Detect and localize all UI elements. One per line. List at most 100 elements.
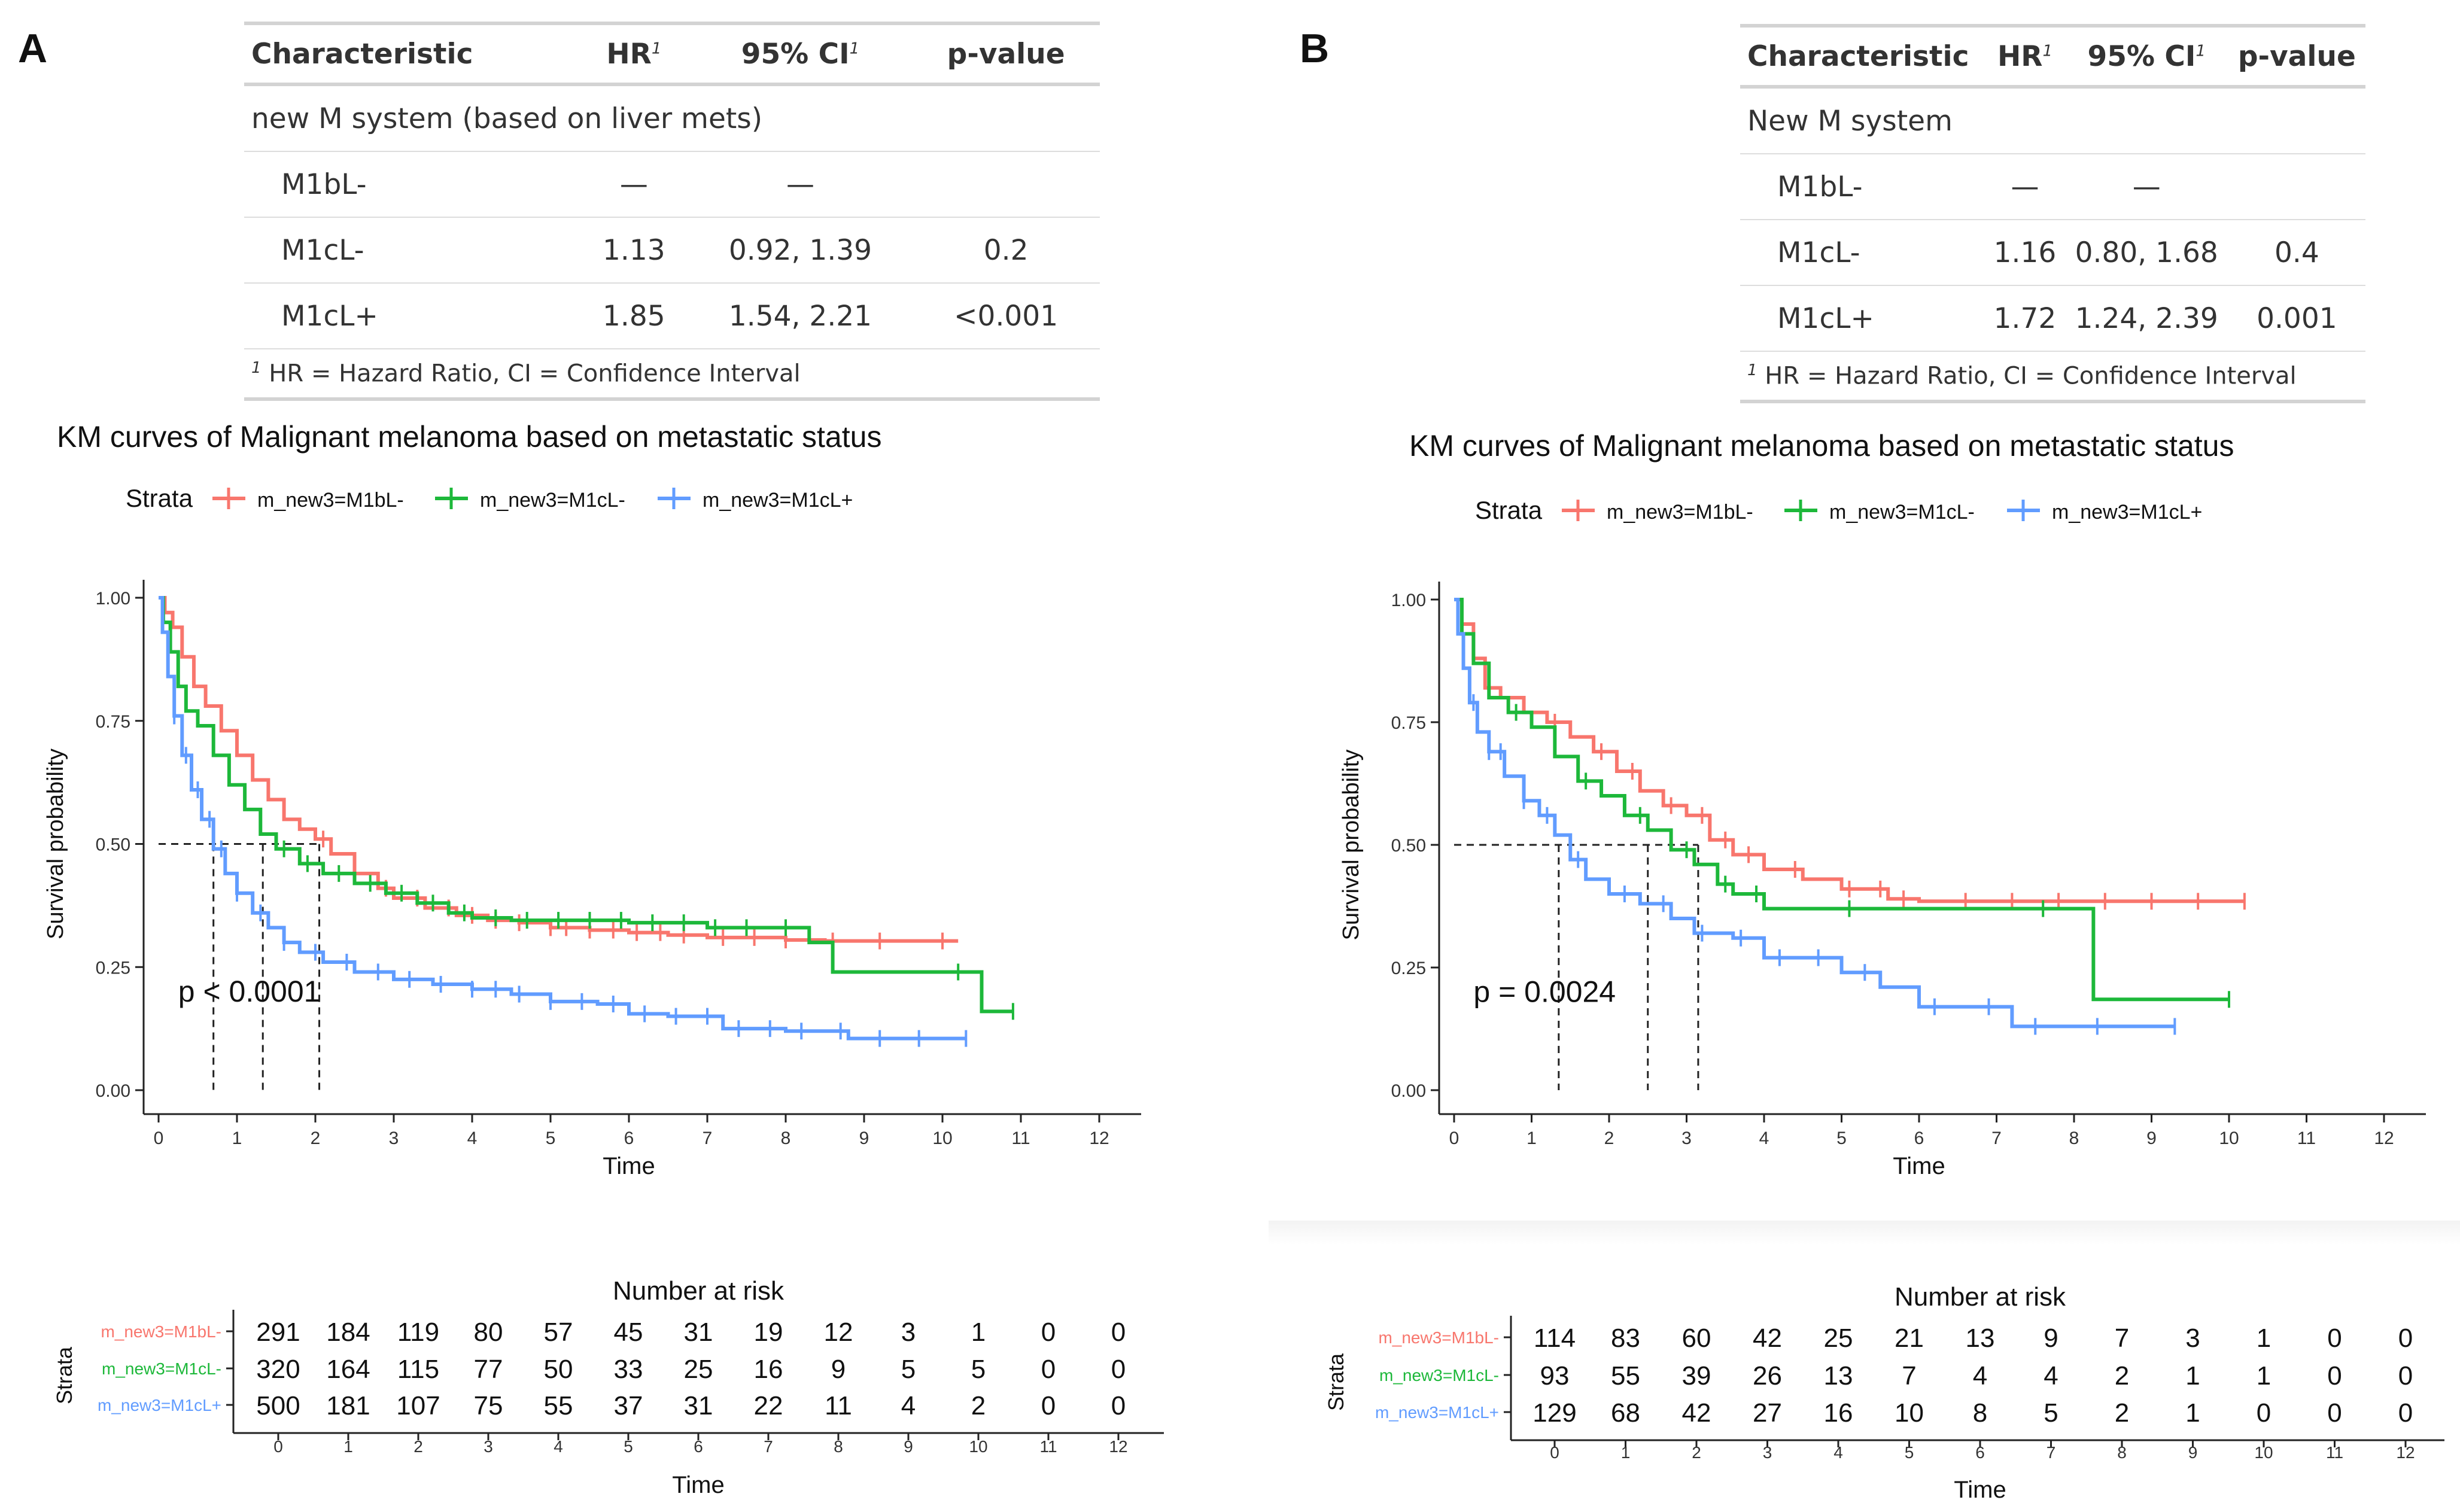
row-ci: 1.54, 2.21 (688, 283, 913, 349)
x-tick-label: 2 (1604, 1128, 1614, 1148)
legend-label: m_new3=M1cL+ (703, 489, 853, 512)
x-tick-label: 3 (389, 1128, 399, 1148)
risk-count: 1 (2257, 1324, 2271, 1353)
x-tick-label: 12 (2374, 1128, 2394, 1148)
risk-count: 16 (754, 1355, 783, 1384)
row-ci: 0.92, 1.39 (688, 217, 913, 284)
risk-count: 114 (1534, 1324, 1576, 1353)
risk-x-tick-label: 9 (2188, 1443, 2198, 1462)
x-tick-label: 4 (467, 1128, 478, 1148)
x-tick-label: 3 (1681, 1128, 1692, 1148)
legend-label: m_new3=M1cL- (1829, 501, 1975, 524)
risk-count: 5 (2044, 1398, 2058, 1428)
row-ci: 0.80, 1.68 (2064, 220, 2228, 286)
row-hr: 1.16 (1985, 220, 2065, 286)
risk-count: 12 (824, 1318, 853, 1347)
risk-table-title: Number at risk (1895, 1282, 2066, 1312)
risk-count: 9 (2044, 1324, 2058, 1353)
risk-count: 68 (1611, 1398, 1640, 1428)
x-tick-label: 7 (1991, 1128, 2002, 1148)
risk-count: 93 (1540, 1361, 1570, 1391)
risk-x-tick-label: 1 (343, 1437, 353, 1456)
header-characteristic: Characteristic (1740, 24, 1985, 89)
risk-count: 75 (474, 1391, 503, 1420)
risk-count: 21 (1895, 1324, 1924, 1353)
figure-panel-b: B Characteristic HR1 95% CI1 p-value New… (1269, 0, 2460, 1512)
row-hr: 1.72 (1985, 285, 2065, 352)
risk-row-label: m_new3=M1cL+ (98, 1396, 221, 1414)
risk-x-tick-label: 1 (1621, 1443, 1631, 1462)
legend-label: m_new3=M1bL- (257, 489, 404, 512)
risk-count: 39 (1682, 1361, 1711, 1391)
risk-count: 45 (614, 1318, 643, 1347)
row-label: M1cL- (1740, 220, 1985, 286)
x-tick-label: 5 (546, 1128, 556, 1148)
risk-count: 500 (256, 1391, 300, 1420)
row-p: 0.4 (2228, 220, 2365, 286)
table-footnote: 1 HR = Hazard Ratio, CI = Confidence Int… (244, 349, 1100, 401)
row-label: M1bL- (1740, 154, 1985, 220)
x-tick-label: 5 (1836, 1128, 1847, 1148)
risk-count: 2 (2115, 1361, 2129, 1391)
risk-count: 0 (2327, 1361, 2342, 1391)
risk-count: 107 (396, 1391, 440, 1420)
header-ci: 95% CI1 (688, 22, 913, 86)
y-axis-title: Survival probability (1339, 750, 1364, 941)
risk-count: 7 (2115, 1324, 2129, 1353)
risk-count: 0 (2398, 1398, 2413, 1428)
row-p: 0.001 (2228, 285, 2365, 352)
y-tick-label: 0.25 (1391, 959, 1426, 978)
km-chart-a: KM curves of Malignant melanoma based on… (43, 420, 1164, 1498)
risk-x-tick-label: 2 (413, 1437, 423, 1456)
risk-count: 320 (256, 1355, 300, 1384)
x-tick-label: 12 (1089, 1128, 1109, 1148)
table-header-row: Characteristic HR1 95% CI1 p-value (1740, 24, 2365, 89)
survival-curve (159, 596, 959, 943)
legend-label: m_new3=M1cL- (480, 489, 625, 512)
risk-count: 42 (1753, 1324, 1782, 1353)
header-p-value: p-value (912, 22, 1100, 86)
risk-count: 1 (2185, 1398, 2200, 1428)
risk-count: 9 (831, 1355, 846, 1384)
chart-title: KM curves of Malignant melanoma based on… (57, 420, 881, 454)
risk-count: 0 (2398, 1324, 2413, 1353)
y-tick-label: 0.75 (1391, 713, 1426, 733)
legend-title: Strata (1475, 496, 1543, 524)
table-group-row: new M system (based on liver mets) (244, 84, 1100, 152)
risk-x-axis-title: Time (672, 1472, 724, 1498)
panel-letter: A (18, 26, 48, 71)
x-tick-label: 0 (1449, 1128, 1459, 1148)
risk-count: 5 (971, 1355, 986, 1384)
risk-count: 26 (1753, 1361, 1782, 1391)
risk-count: 4 (1973, 1361, 1987, 1391)
panel-letter: B (1300, 26, 1330, 71)
y-axis-title: Survival probability (43, 749, 68, 939)
x-tick-label: 1 (232, 1128, 242, 1148)
table-footnote-row: 1 HR = Hazard Ratio, CI = Confidence Int… (1740, 351, 2365, 403)
table-row: M1bL- — — (1740, 154, 2365, 220)
risk-x-tick-label: 11 (1039, 1437, 1057, 1456)
risk-count: 4 (901, 1391, 916, 1420)
table-group-row: New M system (1740, 87, 2365, 154)
risk-count: 13 (1824, 1361, 1853, 1391)
risk-count: 291 (256, 1318, 300, 1347)
risk-count: 3 (901, 1318, 916, 1347)
row-hr: — (579, 151, 689, 218)
risk-row-label: m_new3=M1cL- (1379, 1366, 1499, 1385)
risk-x-tick-label: 10 (2254, 1443, 2273, 1462)
risk-count: 37 (614, 1391, 643, 1420)
table-header-row: Characteristic HR1 95% CI1 p-value (244, 22, 1100, 86)
x-tick-label: 1 (1527, 1128, 1537, 1148)
risk-x-tick-label: 5 (1905, 1443, 1914, 1462)
survival-curve (1454, 598, 2229, 1002)
risk-count: 19 (754, 1318, 783, 1347)
table-footnote: 1 HR = Hazard Ratio, CI = Confidence Int… (1740, 351, 2365, 403)
survival-curve (159, 596, 966, 1041)
risk-count: 0 (2398, 1361, 2413, 1391)
y-tick-label: 0.50 (1391, 836, 1426, 856)
risk-count: 80 (474, 1318, 503, 1347)
header-hr: HR1 (579, 22, 689, 86)
chart-title: KM curves of Malignant melanoma based on… (1409, 429, 2234, 463)
risk-count: 55 (1611, 1361, 1640, 1391)
table-row: M1cL+ 1.85 1.54, 2.21 <0.001 (244, 283, 1100, 349)
